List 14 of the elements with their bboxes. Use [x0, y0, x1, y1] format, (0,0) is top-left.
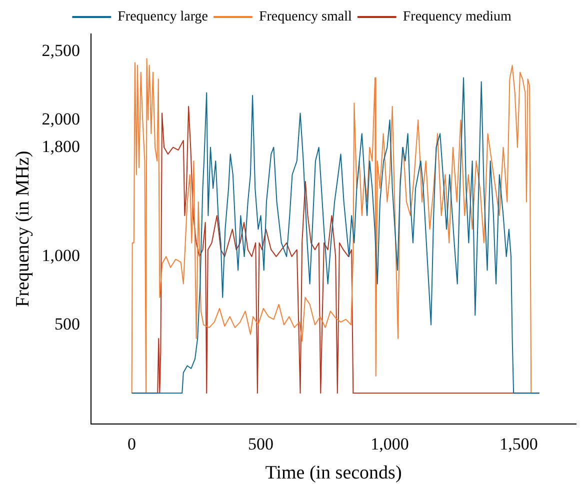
x-tick-label: 0	[128, 434, 136, 454]
y-tick-label: 2,000	[42, 109, 80, 128]
x-tick-label: 1,000	[370, 434, 409, 454]
y-tick-label: 2,500	[42, 41, 80, 60]
y-tick-label: 1,000	[42, 246, 80, 266]
x-axis-title: Time (in seconds)	[265, 462, 402, 484]
x-tick-label: 1,500	[500, 434, 538, 454]
legend-label: Frequency small	[258, 10, 352, 25]
legend-label: Frequency large	[118, 10, 208, 25]
x-tick-label: 500	[248, 434, 274, 454]
y-axis-title: Frequency (in MHz)	[12, 150, 34, 307]
legend-label: Frequency medium	[402, 10, 512, 25]
y-tick-label: 500	[54, 314, 80, 334]
y-tick-label: 1,800	[42, 136, 80, 156]
